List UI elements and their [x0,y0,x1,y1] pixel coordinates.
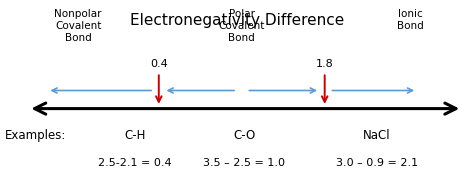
Text: 0.4: 0.4 [150,59,168,69]
Text: Examples:: Examples: [5,129,66,142]
Text: 1.8: 1.8 [316,59,334,69]
Text: C-O: C-O [233,129,255,142]
Text: NaCl: NaCl [363,129,391,142]
Text: Polar
Covalent
Bond: Polar Covalent Bond [219,9,265,43]
Text: 2.5-2.1 = 0.4: 2.5-2.1 = 0.4 [98,158,172,168]
Text: Nonpolar
Covalent
Bond: Nonpolar Covalent Bond [55,9,102,43]
Text: 3.5 – 2.5 = 1.0: 3.5 – 2.5 = 1.0 [203,158,285,168]
Text: Ionic
Bond: Ionic Bond [397,9,423,31]
Text: C-H: C-H [124,129,146,142]
Text: Electronegativity Difference: Electronegativity Difference [130,13,344,28]
Text: 3.0 – 0.9 = 2.1: 3.0 – 0.9 = 2.1 [336,158,418,168]
